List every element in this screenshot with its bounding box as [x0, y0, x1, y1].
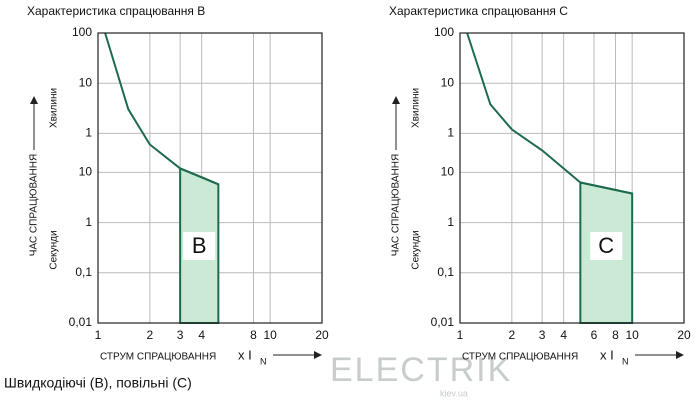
footer: Швидкодіючі (В), повільні (С): [4, 375, 192, 391]
region-label-box: [590, 232, 623, 260]
chart-title: Характеристика спрацювання C: [389, 4, 568, 18]
curve: [104, 32, 219, 186]
y-arrow-head: [392, 96, 400, 104]
x-tick-label: 1: [95, 328, 102, 342]
x-tick-label: 20: [677, 328, 691, 342]
seconds-label: Секунди: [49, 230, 60, 269]
y-axis-label: ЧАС СПРАЦЮВАННЯ: [29, 154, 40, 256]
y-tick-label: 1: [447, 126, 454, 140]
y-tick-label: 0,1: [75, 265, 92, 279]
y-tick-label: 1: [447, 215, 454, 229]
region-label: C: [598, 233, 614, 258]
x-unit: x I: [238, 347, 252, 362]
x-tick-label: 3: [539, 328, 546, 342]
x-unit-sub: N: [622, 356, 629, 366]
y-tick-label: 10: [441, 75, 455, 89]
plot-frame: [97, 32, 323, 324]
watermark-sub: kiev.ua: [440, 388, 468, 398]
y-arrow-head: [30, 96, 38, 104]
minutes-label: Хвилини: [49, 88, 60, 128]
x-tick-label: 4: [560, 328, 567, 342]
x-axis-label: СТРУМ СПРАЦЮВАННЯ: [462, 352, 578, 363]
y-tick-label: 10: [441, 165, 455, 179]
x-tick-label: 20: [315, 328, 329, 342]
x-tick-label: 10: [263, 328, 277, 342]
x-unit: x I: [600, 347, 614, 362]
minutes-label: Хвилини: [411, 88, 422, 128]
chart-title: Характеристика спрацювання B: [27, 4, 205, 18]
region-label-box: [183, 232, 216, 260]
y-tick-label: 1: [85, 215, 92, 229]
x-tick-label: 6: [591, 328, 598, 342]
x-arrow-head: [676, 351, 684, 359]
x-tick-label: 4: [198, 328, 205, 342]
y-tick-label: 0,1: [437, 265, 454, 279]
y-tick-label: 0,01: [69, 315, 93, 329]
x-unit-sub: N: [260, 356, 267, 366]
curve: [466, 32, 633, 195]
y-tick-label: 10: [79, 75, 93, 89]
x-tick-label: 8: [612, 328, 619, 342]
x-tick-label: 2: [146, 328, 153, 342]
x-tick-label: 3: [177, 328, 184, 342]
x-tick-label: 2: [508, 328, 515, 342]
x-arrow-head: [314, 351, 322, 359]
x-tick-label: 10: [625, 328, 639, 342]
region-label: B: [192, 233, 207, 258]
x-tick-label: 1: [457, 328, 464, 342]
y-tick-label: 10: [79, 165, 93, 179]
plot-frame: [459, 32, 685, 324]
y-tick-label: 100: [72, 25, 92, 39]
y-tick-label: 100: [434, 25, 454, 39]
seconds-label: Секунди: [411, 230, 422, 269]
y-tick-label: 1: [85, 126, 92, 140]
watermark: ELECTRIK: [330, 351, 512, 389]
x-axis-label: СТРУМ СПРАЦЮВАННЯ: [100, 352, 216, 363]
y-axis-label: ЧАС СПРАЦЮВАННЯ: [391, 154, 402, 256]
y-tick-label: 0,01: [431, 315, 455, 329]
x-tick-label: 8: [250, 328, 257, 342]
